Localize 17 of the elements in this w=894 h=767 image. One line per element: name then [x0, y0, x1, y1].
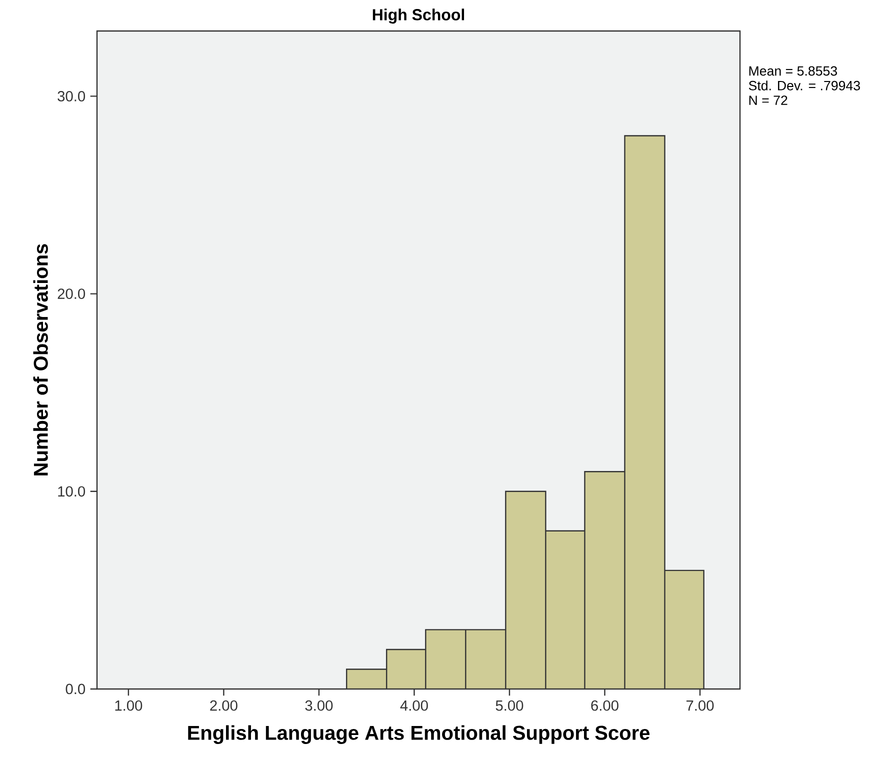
x-axis-title: English Language Arts Emotional Support Score	[188, 725, 650, 744]
y-tick-label: 10.0	[58, 486, 86, 497]
y-tick-label: 0.0	[66, 684, 86, 694]
y-tick-label: 20.0	[58, 288, 86, 299]
x-tick-label: 2.00	[210, 700, 238, 711]
text: Std. Dev. = .79943	[748, 80, 860, 90]
y-axis-title: Number of Observations	[33, 244, 48, 476]
text: N = 72	[749, 96, 788, 105]
x-tick-label: 6.00	[591, 700, 618, 711]
x-tick-label: 7.00	[686, 700, 714, 711]
y-tick-label: 30.0	[58, 91, 86, 102]
x-tick-label: 5.00	[496, 700, 524, 711]
x-tick-label: 4.00	[400, 700, 428, 711]
chart-title: High School	[372, 8, 464, 24]
text: Mean = 5.8553	[749, 66, 837, 76]
x-tick-label: 3.00	[305, 700, 333, 711]
x-tick-label: 1.00	[115, 700, 142, 711]
